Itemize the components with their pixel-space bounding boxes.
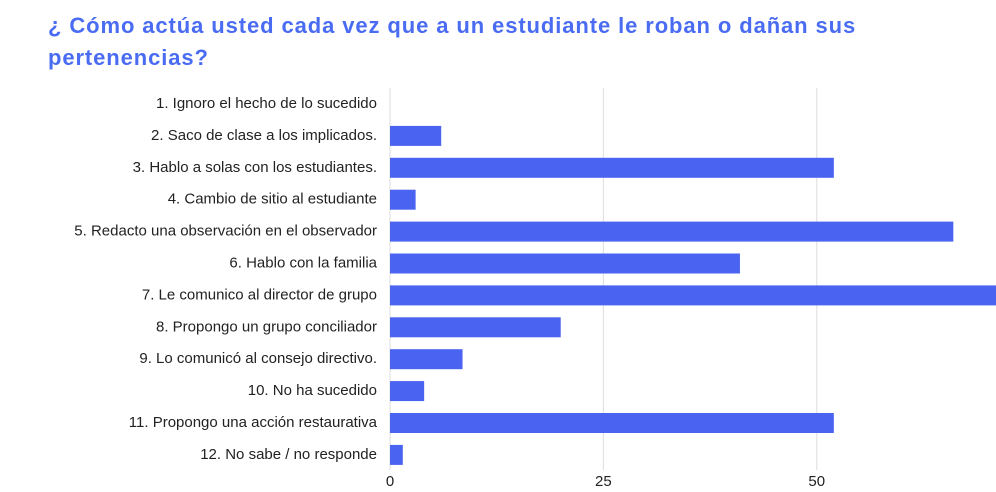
y-tick-label: 1. Ignoro el hecho de lo sucedido <box>156 95 377 112</box>
bar <box>390 221 954 242</box>
y-tick-label: 6. Hablo con la familia <box>229 254 377 271</box>
y-tick-label: 2. Saco de clase a los implicados. <box>151 127 377 144</box>
y-tick-label: 5. Redacto una observación en el observa… <box>74 223 377 240</box>
bar <box>390 157 834 178</box>
x-tick-label: 50 <box>808 473 825 490</box>
bar <box>390 349 463 370</box>
y-tick-label: 11. Propongo una acción restaurativa <box>129 414 378 431</box>
y-tick-label: 3. Hablo a solas con los estudiantes. <box>133 159 377 176</box>
x-tick-label: 0 <box>386 473 394 490</box>
y-tick-label: 10. No ha sucedido <box>248 382 377 399</box>
y-tick-label: 12. No sabe / no responde <box>200 446 377 463</box>
bar <box>390 413 834 433</box>
bar <box>390 189 416 210</box>
bar <box>390 125 442 146</box>
bar <box>390 285 996 306</box>
y-tick-label: 7. Le comunico al director de grupo <box>142 286 377 303</box>
x-tick-label: 25 <box>595 473 612 490</box>
y-tick-label: 4. Cambio de sitio al estudiante <box>168 191 377 208</box>
bar <box>390 381 425 402</box>
chart-title: ¿ Cómo actúa usted cada vez que a un est… <box>48 13 857 70</box>
y-tick-label: 9. Lo comunicó al consejo directivo. <box>139 350 377 367</box>
bar <box>390 444 403 465</box>
y-tick-label: 8. Propongo un grupo conciliador <box>156 318 377 335</box>
bar <box>390 317 561 338</box>
bar <box>390 253 740 274</box>
